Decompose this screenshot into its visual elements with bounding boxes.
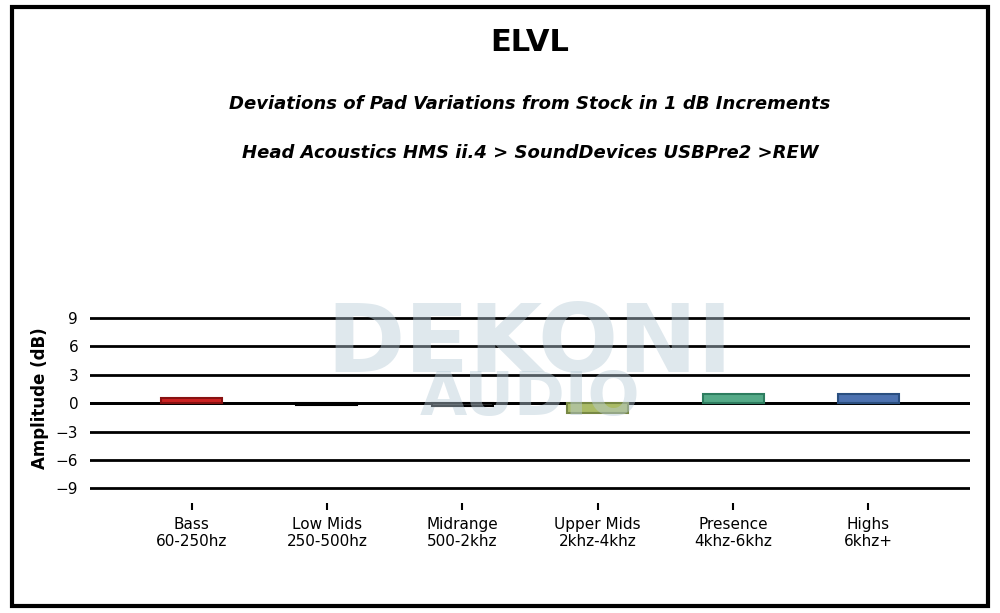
Bar — [838, 394, 899, 403]
Bar — [296, 403, 357, 405]
Bar — [567, 403, 628, 413]
Text: AUDIO: AUDIO — [420, 369, 640, 428]
Text: DEKONI: DEKONI — [327, 300, 733, 392]
Text: Head Acoustics HMS ii.4 > SoundDevices USBPre2 >REW: Head Acoustics HMS ii.4 > SoundDevices U… — [242, 144, 818, 162]
Text: ELVL: ELVL — [491, 28, 569, 58]
Bar — [432, 403, 493, 406]
Y-axis label: Amplitude (dB): Amplitude (dB) — [31, 327, 49, 470]
Text: Deviations of Pad Variations from Stock in 1 dB Increments: Deviations of Pad Variations from Stock … — [229, 95, 831, 113]
Bar — [161, 398, 222, 403]
Bar — [703, 394, 764, 403]
